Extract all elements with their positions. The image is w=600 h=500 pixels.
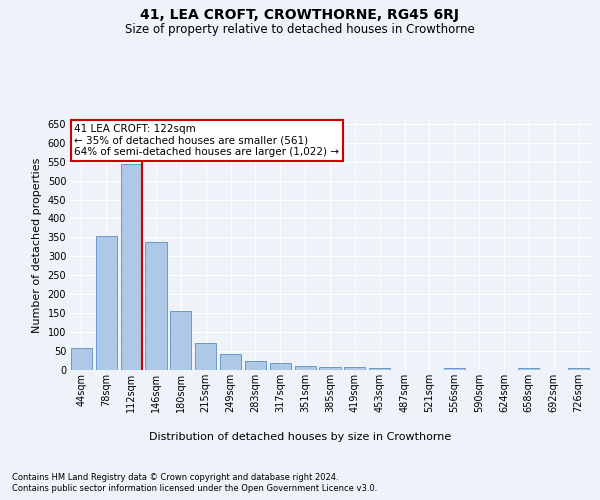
Text: Contains HM Land Registry data © Crown copyright and database right 2024.: Contains HM Land Registry data © Crown c… bbox=[12, 472, 338, 482]
Bar bbox=[270, 363, 291, 370]
Text: Distribution of detached houses by size in Crowthorne: Distribution of detached houses by size … bbox=[149, 432, 451, 442]
Bar bbox=[220, 354, 241, 370]
Bar bbox=[71, 348, 92, 370]
Bar bbox=[245, 360, 266, 370]
Text: 41, LEA CROFT, CROWTHORNE, RG45 6RJ: 41, LEA CROFT, CROWTHORNE, RG45 6RJ bbox=[140, 8, 460, 22]
Bar bbox=[369, 368, 390, 370]
Text: Contains public sector information licensed under the Open Government Licence v3: Contains public sector information licen… bbox=[12, 484, 377, 493]
Text: Size of property relative to detached houses in Crowthorne: Size of property relative to detached ho… bbox=[125, 22, 475, 36]
Bar bbox=[121, 164, 142, 370]
Bar bbox=[518, 368, 539, 370]
Text: 41 LEA CROFT: 122sqm
← 35% of detached houses are smaller (561)
64% of semi-deta: 41 LEA CROFT: 122sqm ← 35% of detached h… bbox=[74, 124, 339, 157]
Bar bbox=[145, 242, 167, 370]
Bar bbox=[319, 367, 341, 370]
Bar bbox=[96, 236, 117, 370]
Bar bbox=[195, 344, 216, 370]
Bar bbox=[444, 368, 465, 370]
Bar bbox=[170, 312, 191, 370]
Bar bbox=[295, 366, 316, 370]
Bar bbox=[344, 367, 365, 370]
Y-axis label: Number of detached properties: Number of detached properties bbox=[32, 158, 42, 332]
Bar bbox=[568, 368, 589, 370]
